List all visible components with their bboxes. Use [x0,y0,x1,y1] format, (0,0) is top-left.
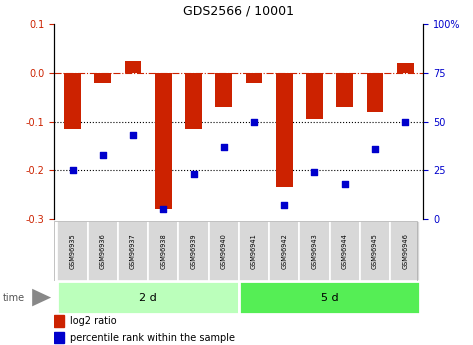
Point [250,119,258,125]
Bar [306,73,323,119]
Point [159,207,167,212]
Point [99,152,106,158]
Point [220,144,228,150]
Point [280,203,288,208]
Text: GSM96941: GSM96941 [251,233,257,269]
Bar [367,73,383,112]
Bar [245,73,263,82]
Text: GSM96938: GSM96938 [160,233,166,269]
Text: GDS2566 / 10001: GDS2566 / 10001 [184,4,294,17]
Bar [54,332,64,344]
Text: GSM96943: GSM96943 [311,233,317,269]
Bar [299,221,330,281]
Bar [88,221,118,281]
Bar [209,221,239,281]
Polygon shape [32,289,51,306]
Bar [215,73,232,107]
Bar [336,73,353,107]
Bar [330,221,360,281]
Bar [125,61,141,73]
Point [69,168,76,173]
Bar [178,221,209,281]
Bar [360,221,390,281]
Text: GSM96944: GSM96944 [342,233,348,269]
Text: GSM96940: GSM96940 [221,233,227,269]
Text: GSM96945: GSM96945 [372,233,378,269]
Bar [148,221,178,281]
Bar [155,73,172,209]
Point [129,132,137,138]
Bar [57,221,88,281]
Text: GSM96939: GSM96939 [191,233,196,269]
Text: 5 d: 5 d [321,293,338,303]
Bar [390,221,420,281]
Bar [118,221,148,281]
Text: GSM96946: GSM96946 [402,233,408,269]
Bar [269,221,299,281]
Text: GSM96936: GSM96936 [100,233,106,269]
Point [190,171,197,177]
Text: log2 ratio: log2 ratio [70,316,117,326]
Point [311,169,318,175]
Text: time: time [2,293,25,303]
Point [402,119,409,125]
Point [371,146,379,152]
Text: 2 d: 2 d [139,293,157,303]
Text: GSM96935: GSM96935 [70,233,76,269]
Point [341,181,349,187]
Bar [239,281,420,314]
Bar [95,73,111,82]
Bar [397,63,413,73]
Bar [185,73,202,129]
Text: percentile rank within the sample: percentile rank within the sample [70,333,236,343]
Bar [54,315,64,327]
Text: GSM96942: GSM96942 [281,233,287,269]
Bar [239,221,269,281]
Bar [276,73,292,187]
Bar [64,73,81,129]
Text: GSM96937: GSM96937 [130,233,136,269]
Bar [57,281,239,314]
